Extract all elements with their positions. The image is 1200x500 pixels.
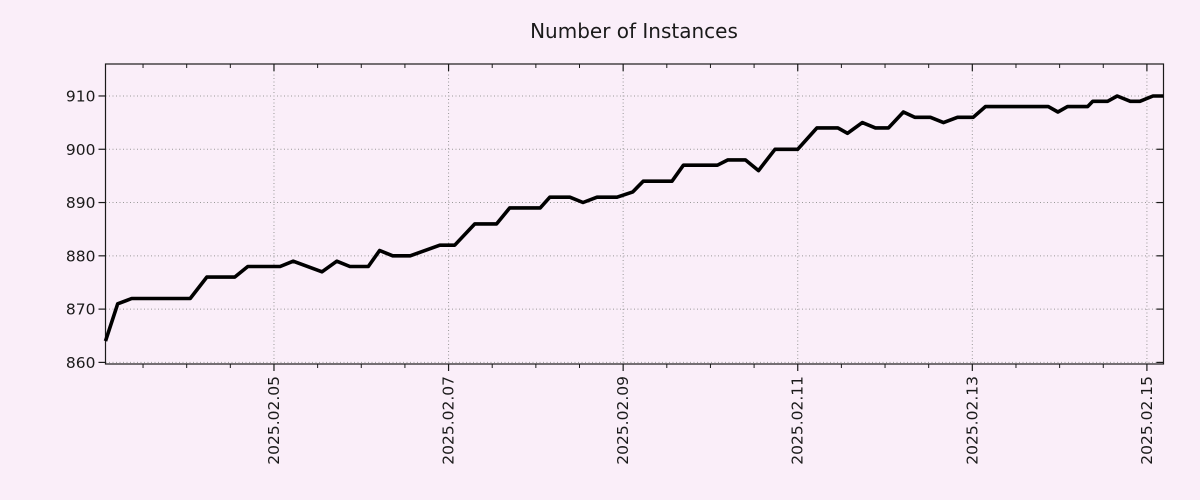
x-axis-label: 2025.02.15 [1138, 376, 1156, 465]
x-axis-label: 2025.02.07 [440, 376, 458, 465]
x-axis-label: 2025.02.05 [265, 376, 283, 465]
x-axis-label: 2025.02.11 [789, 376, 807, 465]
y-axis-label: 880 [66, 247, 96, 265]
series-line [103, 94, 1164, 342]
y-axis-label: 910 [66, 87, 96, 105]
x-axis-label: 2025.02.13 [963, 376, 981, 465]
y-axis-label: 870 [66, 301, 96, 319]
x-axis-label: 2025.02.09 [614, 376, 632, 465]
y-axis-label: 900 [66, 141, 96, 159]
y-axis-label: 890 [66, 194, 96, 212]
chart-title: Number of Instances [530, 19, 738, 43]
chart-layers: 860 870 880 890 900 910 2025.02.05 2025.02.07 20… [66, 63, 1165, 465]
y-axis-label: 860 [66, 354, 96, 372]
